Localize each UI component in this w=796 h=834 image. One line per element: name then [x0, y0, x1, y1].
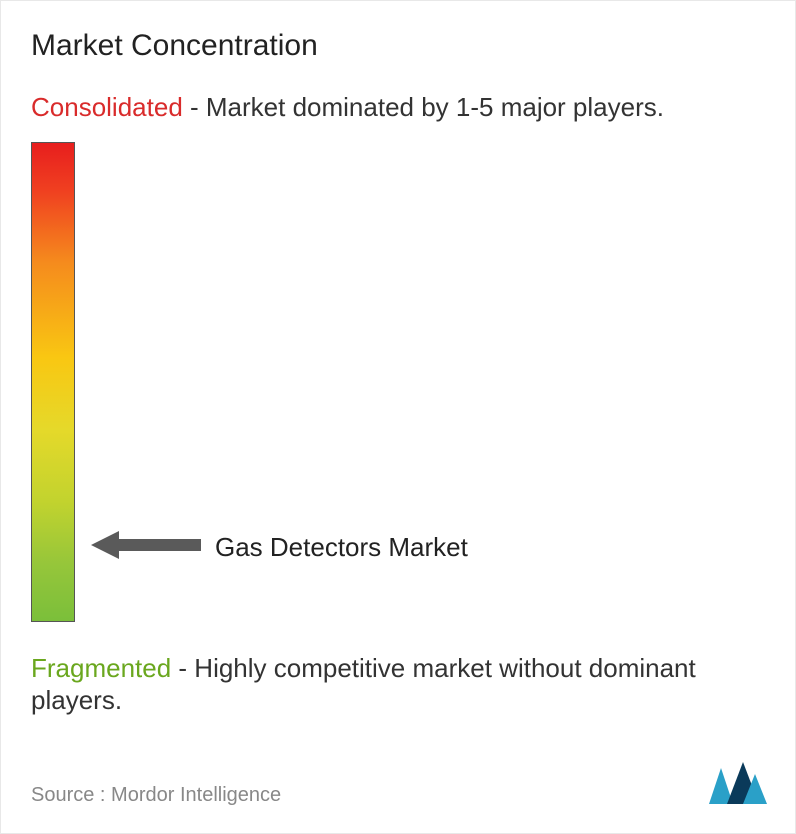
marker-label: Gas Detectors Market [215, 532, 468, 563]
fragmented-term: Fragmented [31, 653, 171, 683]
page-title: Market Concentration [31, 29, 765, 63]
market-marker: Gas Detectors Market [91, 531, 468, 564]
consolidated-legend: Consolidated - Market dominated by 1-5 m… [31, 91, 765, 124]
source-name: Mordor Intelligence [111, 784, 281, 806]
gradient-bar [31, 142, 75, 622]
consolidated-term: Consolidated [31, 92, 183, 122]
concentration-scale: Gas Detectors Market [31, 142, 765, 632]
fragmented-legend: Fragmented - Highly competitive market w… [31, 652, 765, 717]
mordor-logo-icon [705, 760, 769, 813]
arrow-left-icon [91, 531, 201, 564]
source-attribution: Source : Mordor Intelligence [31, 784, 281, 807]
consolidated-desc: - Market dominated by 1-5 major players. [183, 92, 664, 122]
source-prefix: Source : [31, 784, 105, 806]
